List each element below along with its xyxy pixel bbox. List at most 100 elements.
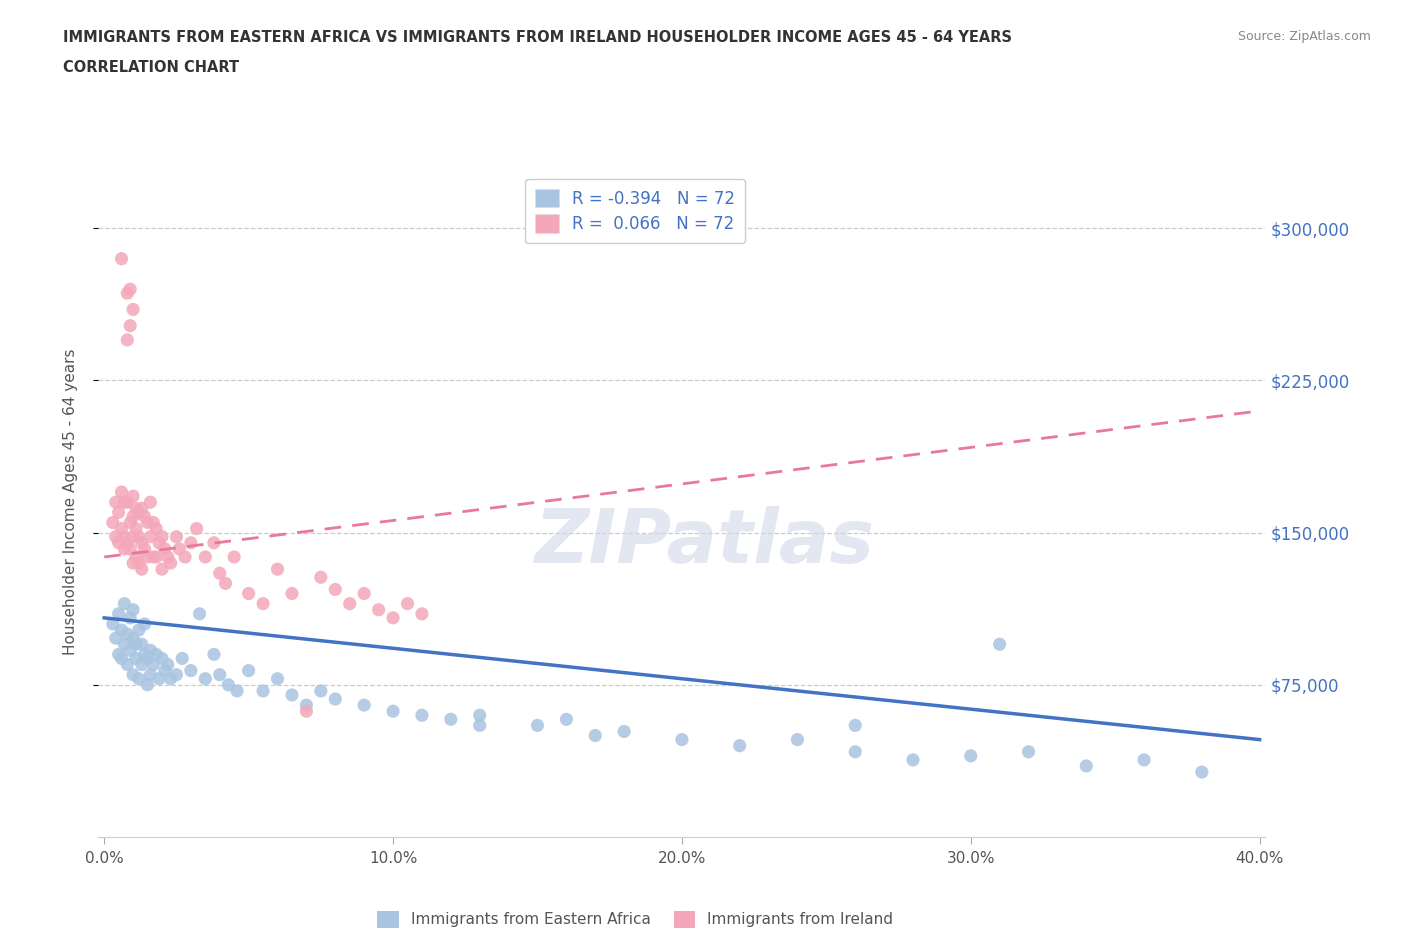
Point — [353, 586, 375, 601]
Point — [110, 651, 132, 666]
Point — [136, 677, 159, 692]
Legend: Immigrants from Eastern Africa, Immigrants from Ireland: Immigrants from Eastern Africa, Immigran… — [371, 905, 900, 930]
Point — [139, 667, 162, 682]
Point — [1018, 744, 1040, 759]
Point — [238, 663, 260, 678]
Point — [266, 671, 288, 686]
Point — [214, 576, 236, 591]
Point — [202, 647, 225, 662]
Point — [107, 647, 129, 662]
Point — [120, 643, 142, 658]
Point — [120, 318, 142, 333]
Text: ZIPatlas: ZIPatlas — [536, 506, 876, 578]
Point — [150, 529, 173, 544]
Point — [468, 718, 491, 733]
Point — [122, 509, 145, 524]
Point — [156, 658, 179, 672]
Point — [139, 495, 162, 510]
Point — [1191, 764, 1213, 779]
Point — [117, 332, 139, 347]
Point — [122, 529, 145, 544]
Point — [104, 495, 127, 510]
Point — [139, 529, 162, 544]
Point — [217, 677, 239, 692]
Point — [468, 708, 491, 723]
Point — [150, 651, 173, 666]
Point — [728, 738, 751, 753]
Point — [440, 711, 463, 726]
Point — [555, 711, 578, 726]
Point — [159, 671, 181, 686]
Point — [112, 637, 135, 652]
Point — [411, 708, 433, 723]
Point — [134, 617, 156, 631]
Point — [1133, 752, 1156, 767]
Point — [583, 728, 606, 743]
Point — [901, 752, 924, 767]
Point — [411, 606, 433, 621]
Point — [142, 515, 165, 530]
Point — [131, 562, 153, 577]
Point — [252, 684, 274, 698]
Point — [125, 501, 148, 516]
Point — [120, 515, 142, 530]
Point — [153, 541, 176, 556]
Point — [104, 631, 127, 645]
Point — [844, 744, 866, 759]
Point — [120, 541, 142, 556]
Point — [323, 692, 346, 707]
Point — [208, 565, 231, 580]
Point — [117, 658, 139, 672]
Point — [110, 622, 132, 637]
Point — [180, 663, 202, 678]
Point — [382, 610, 405, 625]
Point — [131, 658, 153, 672]
Point — [188, 606, 211, 621]
Point — [396, 596, 419, 611]
Point — [128, 555, 150, 570]
Point — [266, 562, 288, 577]
Point — [238, 586, 260, 601]
Point — [142, 658, 165, 672]
Point — [107, 505, 129, 520]
Point — [131, 637, 153, 652]
Point — [165, 667, 187, 682]
Point — [117, 495, 139, 510]
Point — [136, 550, 159, 565]
Point — [988, 637, 1011, 652]
Point — [172, 651, 194, 666]
Point — [128, 622, 150, 637]
Point — [120, 610, 142, 625]
Point — [142, 550, 165, 565]
Point — [131, 501, 153, 516]
Point — [226, 684, 249, 698]
Point — [208, 667, 231, 682]
Point — [125, 521, 148, 536]
Point — [367, 603, 389, 618]
Point — [526, 718, 548, 733]
Point — [122, 555, 145, 570]
Point — [101, 515, 124, 530]
Point — [353, 698, 375, 712]
Text: CORRELATION CHART: CORRELATION CHART — [63, 60, 239, 75]
Point — [107, 606, 129, 621]
Point — [150, 562, 173, 577]
Point — [671, 732, 693, 747]
Point — [295, 704, 318, 719]
Point — [110, 521, 132, 536]
Point — [309, 570, 332, 585]
Point — [323, 582, 346, 597]
Point — [145, 647, 167, 662]
Point — [110, 485, 132, 499]
Point — [128, 671, 150, 686]
Point — [194, 550, 217, 565]
Point — [339, 596, 361, 611]
Point — [122, 631, 145, 645]
Point — [134, 509, 156, 524]
Point — [120, 282, 142, 297]
Point — [786, 732, 808, 747]
Point — [148, 671, 170, 686]
Point — [139, 643, 162, 658]
Point — [180, 536, 202, 551]
Point — [112, 596, 135, 611]
